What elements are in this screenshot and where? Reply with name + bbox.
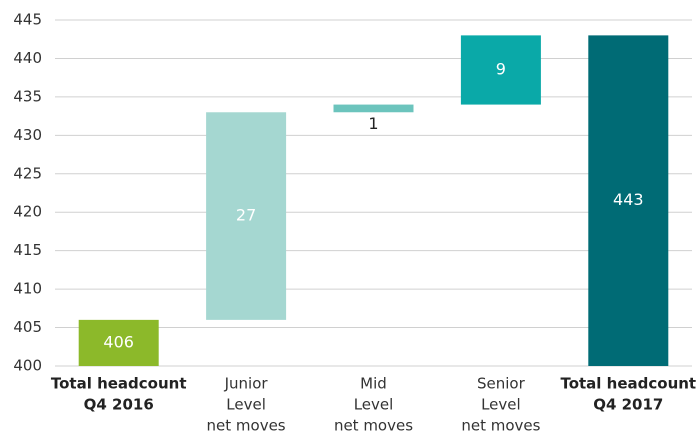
y-tick-label: 445 [13, 11, 42, 29]
bar [333, 104, 414, 113]
x-tick-label: Total headcount [51, 375, 187, 393]
x-tick-label: Level [226, 396, 266, 414]
y-tick-label: 420 [13, 203, 42, 221]
value-label: 406 [103, 332, 134, 351]
bar [460, 35, 541, 105]
x-tick-label: Junior [224, 375, 269, 393]
x-tick-label: Level [354, 396, 394, 414]
y-tick-label: 440 [13, 49, 42, 67]
bar [78, 319, 159, 366]
x-tick-label: Level [481, 396, 521, 414]
value-label: 9 [496, 59, 506, 78]
y-tick-label: 410 [13, 280, 42, 298]
x-tick-label: net moves [207, 417, 286, 433]
x-tick-label: Q4 2016 [84, 396, 154, 414]
x-tick-label: Mid [360, 375, 387, 393]
x-tick-label: net moves [461, 417, 540, 433]
y-tick-label: 425 [13, 164, 42, 182]
x-tick-label: net moves [334, 417, 413, 433]
y-tick-label: 415 [13, 241, 42, 259]
x-tick-label: Total headcount [560, 375, 696, 393]
value-label: 443 [613, 190, 644, 209]
y-tick-label: 435 [13, 87, 42, 105]
x-tick-label: Senior [477, 375, 526, 393]
bar [588, 35, 669, 366]
bar [206, 112, 287, 320]
y-tick-label: 405 [13, 318, 42, 336]
value-label: 1 [368, 114, 378, 133]
x-tick-label: Q4 2017 [593, 396, 663, 414]
value-label: 27 [236, 206, 256, 225]
y-tick-label: 400 [13, 357, 42, 375]
y-tick-label: 430 [13, 126, 42, 144]
